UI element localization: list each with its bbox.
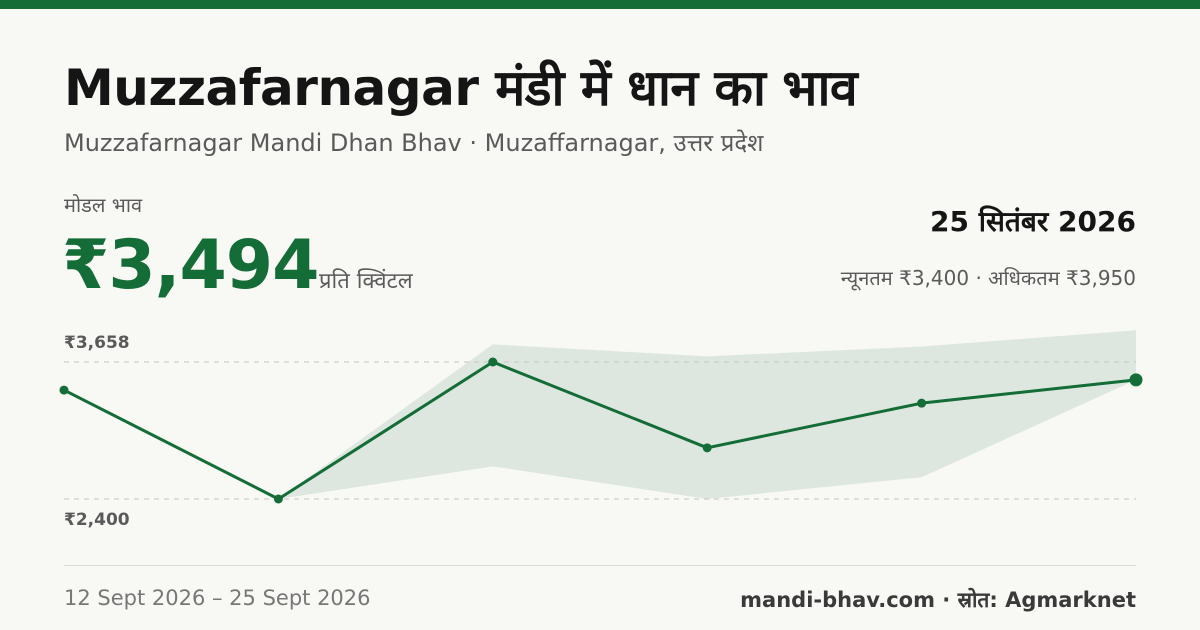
- page-title: Muzzafarnagar मंडी में धान का भाव: [64, 59, 858, 117]
- y-axis-min-label: ₹2,400: [64, 510, 130, 530]
- max-price: अधिकतम ₹3,950: [988, 266, 1136, 290]
- model-price-label: मोडल भाव: [64, 193, 143, 217]
- source-credit: mandi-bhav.com · स्रोत: Agmarknet: [740, 588, 1136, 612]
- price-range: न्यूनतम ₹3,400 · अधिकतम ₹3,950: [841, 264, 1136, 291]
- data-point: [917, 398, 927, 408]
- price-unit: प्रति क्विंटल: [319, 269, 413, 294]
- page-subtitle: Muzzafarnagar Mandi Dhan Bhav · Muzaffar…: [64, 129, 764, 157]
- model-price-line: [63, 360, 1137, 501]
- data-points: [59, 357, 1143, 504]
- data-point: [702, 443, 712, 453]
- data-point: [488, 357, 498, 367]
- price-range-band: [278, 330, 1136, 499]
- model-price-value: ₹3,494: [62, 226, 319, 305]
- footer-divider: [64, 565, 1136, 566]
- range-separator: ·: [975, 266, 982, 290]
- data-point: [273, 494, 283, 504]
- data-point: [59, 385, 69, 395]
- min-price: न्यूनतम ₹3,400: [840, 266, 970, 290]
- price-date: 25 सितंबर 2026: [930, 205, 1136, 238]
- data-point: [1129, 373, 1143, 387]
- top-accent-bar: [0, 0, 1200, 9]
- y-axis-max-label: ₹3,658: [64, 333, 130, 353]
- date-range: 12 Sept 2026 – 25 Sept 2026: [64, 586, 371, 610]
